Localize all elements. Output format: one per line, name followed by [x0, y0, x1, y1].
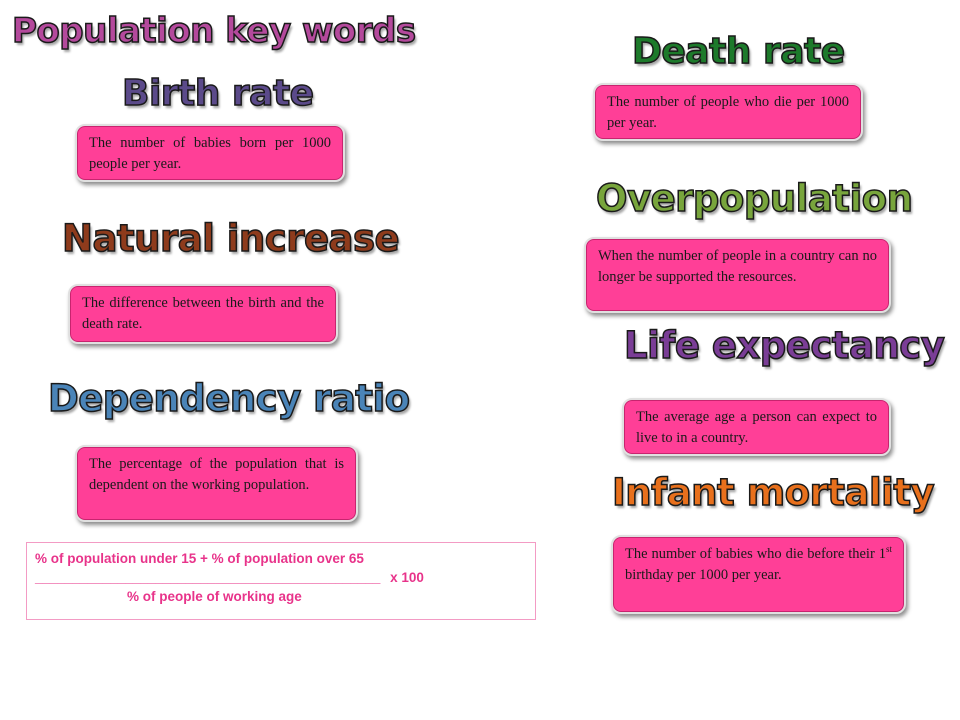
infant-mortality-definition: The number of babies who die before thei… [611, 535, 906, 614]
birth-rate-definition-text: The number of babies born per 1000 peopl… [89, 135, 331, 173]
life-expectancy-definition-text: The average age a person can expect to l… [636, 409, 877, 447]
death-rate-heading: Death rate [631, 31, 846, 72]
infant-mortality-heading: Infant mortality [611, 471, 935, 514]
life-expectancy-definition: The average age a person can expect to l… [622, 398, 891, 456]
dependency-ratio-heading: Dependency ratio [47, 377, 411, 420]
dependency-ratio-definition-text: The percentage of the population that is… [89, 456, 344, 494]
overpopulation-definition: When the number of people in a country c… [584, 237, 891, 313]
death-rate-definition: The number of people who die per 1000 pe… [593, 83, 863, 141]
overpopulation-heading: Overpopulation [595, 177, 913, 220]
natural-increase-heading: Natural increase [61, 217, 400, 260]
formula-divider-row: ________________________________________… [35, 568, 527, 587]
overpopulation-definition-text: When the number of people in a country c… [598, 248, 877, 286]
formula-multiplier: x 100 [390, 570, 424, 585]
infant-mortality-definition-text-end: birthday per 1000 per year. [625, 567, 782, 584]
dependency-ratio-definition: The percentage of the population that is… [75, 445, 358, 522]
formula-divider: ________________________________________… [35, 570, 381, 585]
birth-rate-heading: Birth rate [121, 73, 315, 114]
infant-mortality-definition-text-start: The number of babies who die before thei… [625, 546, 886, 562]
natural-increase-definition-text: The difference between the birth and the… [82, 295, 324, 333]
death-rate-definition-text: The number of people who die per 1000 pe… [607, 94, 849, 132]
infant-mortality-ordinal-suffix: st [885, 544, 892, 555]
formula-denominator: % of people of working age [127, 589, 302, 604]
natural-increase-definition: The difference between the birth and the… [68, 284, 338, 344]
life-expectancy-heading: Life expectancy [623, 324, 945, 367]
page-title: Population key words [11, 11, 417, 51]
dependency-ratio-formula: % of population under 15 + % of populati… [26, 542, 536, 620]
birth-rate-definition: The number of babies born per 1000 peopl… [75, 124, 345, 182]
formula-numerator: % of population under 15 + % of populati… [35, 551, 364, 566]
